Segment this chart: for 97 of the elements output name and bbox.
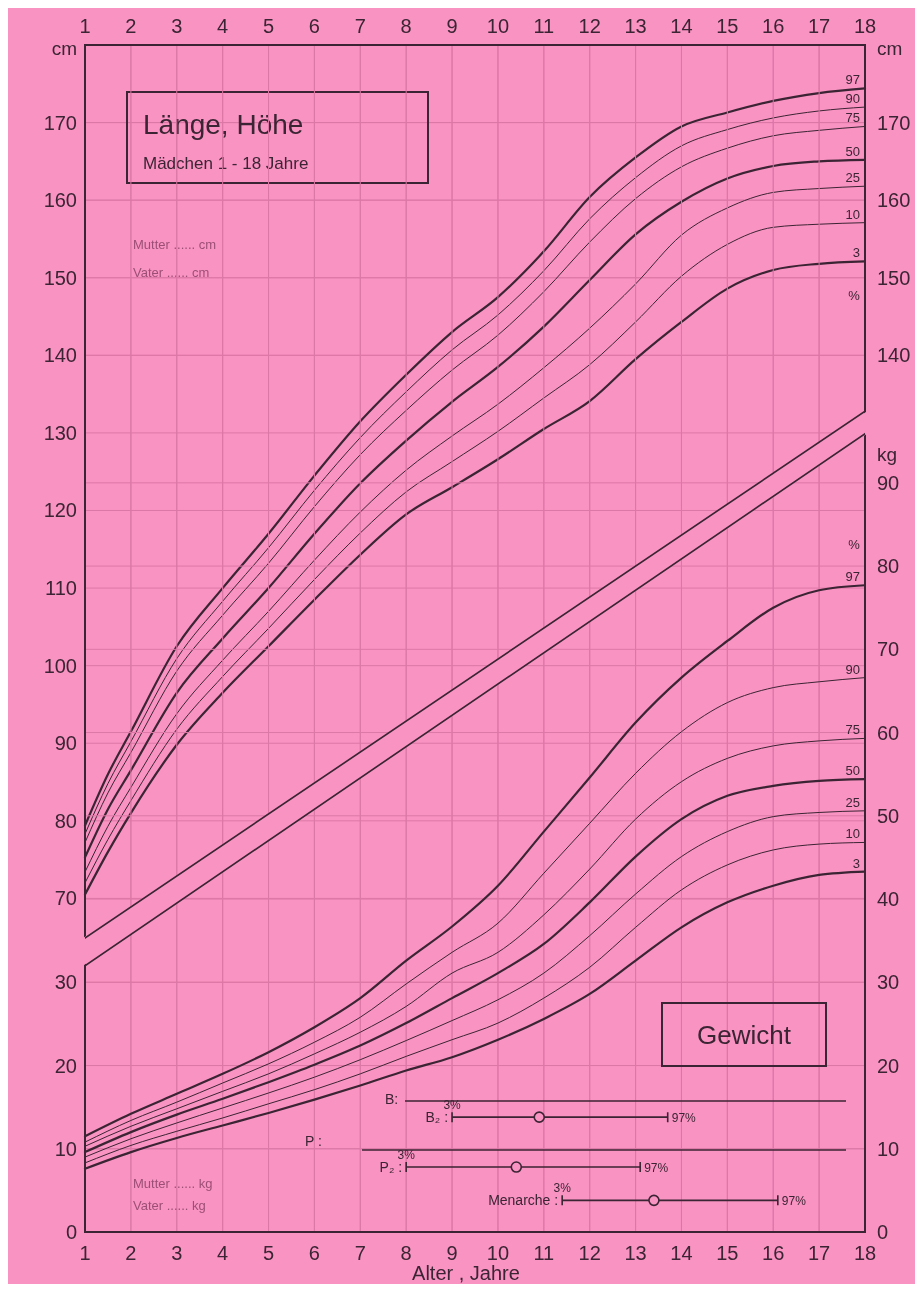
series-label: 50 xyxy=(845,763,860,779)
x-tick-label: 15 xyxy=(716,15,739,37)
annotation: Mutter ...... kg xyxy=(133,1176,213,1191)
y-tick-label: 90 xyxy=(54,732,77,755)
y-tick-label: 30 xyxy=(54,971,77,994)
annotation: 97% xyxy=(671,1111,697,1126)
y2-tick-label: 70 xyxy=(877,638,900,661)
y-axis-title: cm xyxy=(51,38,77,59)
y-tick-label: 100 xyxy=(43,654,77,677)
x-tick-label: 4 xyxy=(217,1242,229,1264)
series-label: 25 xyxy=(845,170,860,186)
y2-axis-title: cm xyxy=(877,38,903,59)
y-tick-label: 160 xyxy=(43,189,77,212)
annotation: Mutter ...... cm xyxy=(133,237,217,252)
x-tick-label: 1 xyxy=(79,15,91,37)
text: Mädchen 1 - 18 Jahre xyxy=(143,154,309,173)
y-tick-label: 10 xyxy=(54,1137,77,1160)
x-tick-label: 2 xyxy=(125,15,137,37)
x-tick-label: 14 xyxy=(670,1242,693,1264)
x-tick-label: 18 xyxy=(853,1242,877,1264)
x-tick-label: 17 xyxy=(807,15,831,37)
series-label: 10 xyxy=(845,206,860,222)
annotation: % xyxy=(848,288,861,303)
y2-tick-label: 40 xyxy=(877,888,900,911)
series-label: 3 xyxy=(852,855,860,871)
annotation: Vater ...... kg xyxy=(133,1198,206,1213)
x-tick-label: 13 xyxy=(624,1242,647,1264)
x-tick-label: 7 xyxy=(354,15,366,37)
annotation: P : xyxy=(305,1133,322,1149)
y-tick-label: 140 xyxy=(43,344,77,367)
y-tick-label: 0 xyxy=(65,1221,77,1243)
y2-tick-label: 90 xyxy=(877,471,900,494)
x-tick-label: 16 xyxy=(762,15,785,37)
x-tick-label: 6 xyxy=(308,1242,320,1264)
series-label: 10 xyxy=(845,826,860,842)
x-tick-label: 6 xyxy=(308,15,320,37)
annotation: 97% xyxy=(781,1194,807,1209)
y2-tick-label: 80 xyxy=(877,555,900,578)
y-tick-label: 80 xyxy=(54,809,77,832)
y-tick-label: 130 xyxy=(43,421,77,444)
y2-tick-label: 10 xyxy=(877,1137,900,1160)
y2-tick-label: 170 xyxy=(877,111,911,134)
x-tick-label: 8 xyxy=(400,15,412,37)
series-label: 25 xyxy=(845,794,860,810)
x-tick-label: 17 xyxy=(807,1242,831,1264)
x-axis-title: Alter , Jahre xyxy=(412,1262,520,1284)
x-tick-label: 12 xyxy=(578,15,601,37)
annotation: B: xyxy=(385,1091,399,1107)
x-tick-label: 3 xyxy=(171,15,183,37)
x-tick-label: 10 xyxy=(486,1242,510,1264)
y2-tick-label: 60 xyxy=(877,721,900,744)
annotation: 97% xyxy=(644,1161,669,1176)
y-tick-label: 110 xyxy=(45,577,77,600)
y-tick-label: 70 xyxy=(54,887,77,910)
series-label: 75 xyxy=(845,110,860,126)
y-tick-label: 120 xyxy=(43,499,77,522)
x-tick-label: 18 xyxy=(853,15,877,37)
y2-tick-label: 0 xyxy=(877,1221,889,1243)
series-label: 50 xyxy=(845,143,860,159)
x-tick-label: 11 xyxy=(533,15,555,37)
y-tick-label: 150 xyxy=(43,266,77,289)
y2-tick-label: 20 xyxy=(877,1054,900,1077)
x-tick-label: 5 xyxy=(262,15,275,37)
text: Länge, Höhe xyxy=(143,109,304,140)
x-tick-label: 11 xyxy=(533,1242,555,1264)
x-tick-label: 15 xyxy=(716,1242,739,1264)
y2-tick-label: 160 xyxy=(877,189,911,212)
x-tick-label: 9 xyxy=(446,1242,458,1264)
x-tick-label: 9 xyxy=(446,15,458,37)
x-tick-label: 8 xyxy=(400,1242,412,1264)
x-tick-label: 7 xyxy=(354,1242,366,1264)
series-label: 97 xyxy=(845,72,860,88)
x-tick-label: 14 xyxy=(670,15,693,37)
y-tick-label: 170 xyxy=(43,111,77,134)
annotation: Vater ...... cm xyxy=(133,265,210,280)
series-label: 75 xyxy=(845,722,860,738)
x-tick-label: 16 xyxy=(762,1242,785,1264)
x-tick-label: 13 xyxy=(624,15,647,37)
x-tick-label: 2 xyxy=(125,1242,137,1264)
y2-tick-label: 150 xyxy=(877,266,911,289)
y2-axis-title: kg xyxy=(877,443,898,465)
x-tick-label: 12 xyxy=(578,1242,601,1264)
series-label: 90 xyxy=(845,661,860,677)
x-tick-label: 10 xyxy=(486,15,510,37)
annotation: Gewicht xyxy=(697,1020,792,1050)
x-tick-label: 4 xyxy=(217,15,229,37)
series-label: 3 xyxy=(852,245,860,261)
series-label: 97 xyxy=(845,569,860,585)
annotation: % xyxy=(848,537,861,552)
x-tick-label: 3 xyxy=(171,1242,183,1264)
x-tick-label: 5 xyxy=(262,1242,275,1264)
series-label: 90 xyxy=(845,91,860,107)
y2-tick-label: 50 xyxy=(877,804,900,827)
y2-tick-label: 30 xyxy=(877,971,900,994)
x-tick-label: 1 xyxy=(79,1242,91,1264)
y-tick-label: 20 xyxy=(54,1054,77,1077)
y2-tick-label: 140 xyxy=(877,344,911,367)
